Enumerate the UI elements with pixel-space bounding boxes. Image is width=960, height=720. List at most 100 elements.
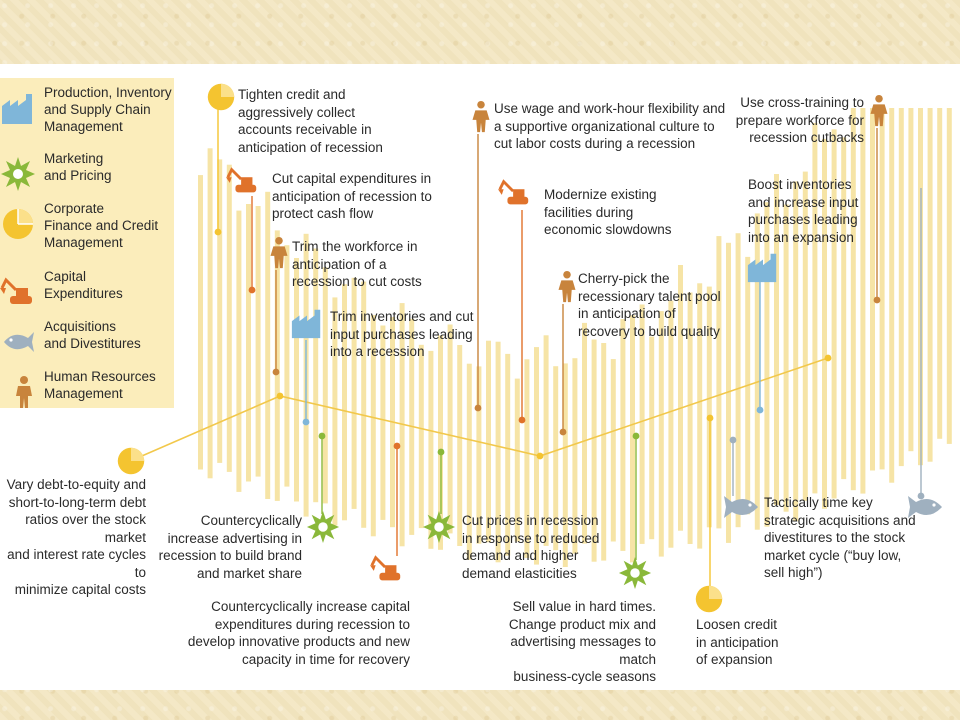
leader-lines <box>214 108 925 586</box>
cycle-bar <box>428 350 434 549</box>
person-icon <box>472 100 490 133</box>
annotation-cherry-pick: Cherry-pick the recessionary talent pool… <box>578 271 721 339</box>
annotation-countercyclical-advertising: Countercyclically increase advertising i… <box>158 513 302 581</box>
cycle-bar <box>812 123 818 494</box>
cycle-bar <box>342 284 347 521</box>
cycle-bar <box>370 315 376 537</box>
factory-icon <box>291 309 321 339</box>
cycle-bar <box>514 378 520 542</box>
cycle-bar <box>553 366 559 551</box>
annotation-tighten-credit: Tighten credit and aggressively collect … <box>238 87 383 155</box>
leader-dot <box>318 432 326 440</box>
cycle-bar <box>783 204 789 512</box>
factory-icon <box>2 94 32 124</box>
pie-chart-icon <box>117 447 145 475</box>
cycle-bar <box>198 175 203 470</box>
cycle-bar <box>774 174 779 506</box>
cycle-bar <box>332 297 338 526</box>
cycle-bar <box>380 325 386 520</box>
legend-label: Production, Inventory and Supply Chain M… <box>44 85 172 134</box>
cycle-bar <box>908 108 914 452</box>
cycle-bar <box>476 366 482 544</box>
cycle-bar <box>630 315 635 563</box>
annotation-modernize: Modernize existing facilities during eco… <box>544 187 672 237</box>
cycle-bar <box>649 336 655 540</box>
cycle-bar <box>754 213 760 530</box>
cycle-bar <box>822 138 827 509</box>
annotation-trim-inventories: Trim inventories and cut input purchases… <box>330 309 474 359</box>
cycle-bar <box>274 230 280 501</box>
cycle-bar <box>735 233 741 528</box>
cycle-bar <box>543 335 549 546</box>
cycle-bar <box>505 353 511 556</box>
legend-item-acquisitions: Acquisitions and Divestitures <box>0 318 174 372</box>
leader-dot <box>437 448 445 456</box>
cycle-bar <box>457 345 463 546</box>
annotation-time-acquisitions: Tactically time key strategic acquisitio… <box>764 495 916 580</box>
annotation-vary-debt: Vary debt-to-equity and short-to-long-te… <box>6 477 146 597</box>
annotation-wage-flexibility: Use wage and work-hour flexibility and a… <box>494 101 726 151</box>
cycle-bar <box>658 311 664 557</box>
legend-item-marketing: Marketing and Pricing <box>0 150 174 204</box>
leader-dot <box>214 228 222 236</box>
cycle-bar <box>486 340 491 543</box>
cycle-bar <box>447 324 453 534</box>
cycle-bar <box>217 159 223 463</box>
cycle-bar <box>764 202 770 527</box>
excavator-icon <box>370 555 401 581</box>
legend-label: Acquisitions and Divestitures <box>44 319 141 351</box>
cycle-bar <box>793 181 799 522</box>
trend-point <box>276 392 284 400</box>
fish-icon <box>724 496 758 518</box>
legend-item-production: Production, Inventory and Supply Chain M… <box>0 84 174 138</box>
cycle-bar <box>361 281 367 528</box>
cycle-bar <box>236 210 242 492</box>
legend-item-capex: Capital Expenditures <box>0 268 174 322</box>
leader-dot <box>518 416 526 424</box>
cycle-bar <box>418 344 424 529</box>
cycle-bar <box>687 292 693 544</box>
pie-chart-icon <box>695 585 723 613</box>
cycle-bar <box>591 339 597 562</box>
excavator-icon <box>0 277 32 304</box>
factory-icon <box>747 253 777 283</box>
cycle-trend-line <box>127 357 829 463</box>
leader-dot <box>559 428 567 436</box>
leader-dot <box>873 296 881 304</box>
legend-label: Marketing and Pricing <box>44 151 112 183</box>
annotation-boost-inventories: Boost inventories and increase input pur… <box>748 177 859 245</box>
cycle-bar <box>620 319 626 551</box>
cycle-bar <box>678 265 683 531</box>
cycle-bar <box>524 359 530 558</box>
starburst-icon <box>1 157 35 191</box>
cycle-bar <box>870 108 875 471</box>
cycle-bar <box>802 171 808 501</box>
cycle-bar <box>601 343 607 561</box>
cycle-bar <box>351 277 357 509</box>
starburst-icon <box>306 510 340 544</box>
cycle-bar <box>294 258 299 502</box>
cycle-bar <box>572 358 578 554</box>
cycle-bar <box>706 286 712 528</box>
trend-point <box>824 354 832 362</box>
leader-dot <box>756 406 764 414</box>
starburst-icon <box>618 556 652 590</box>
cycle-bar <box>322 267 328 504</box>
excavator-icon <box>498 179 529 205</box>
cycle-bar <box>937 108 943 439</box>
cycle-bar <box>466 363 472 560</box>
cycle-bar <box>562 363 568 567</box>
annotation-loosen-credit: Loosen credit in anticipation of expansi… <box>696 617 779 667</box>
pie-chart-icon <box>3 209 33 239</box>
cycle-bar <box>255 206 261 477</box>
cycle-bar <box>313 248 319 503</box>
annotation-countercyclical-capex: Countercyclically increase capital expen… <box>187 599 410 667</box>
cycle-bar <box>246 204 251 482</box>
cycle-bar <box>879 108 885 470</box>
cycle-bar <box>495 341 501 563</box>
pie-chart-icon <box>207 83 235 111</box>
cycle-bar <box>284 245 290 487</box>
leader-dot <box>272 368 280 376</box>
legend-label: Capital Expenditures <box>44 269 123 301</box>
